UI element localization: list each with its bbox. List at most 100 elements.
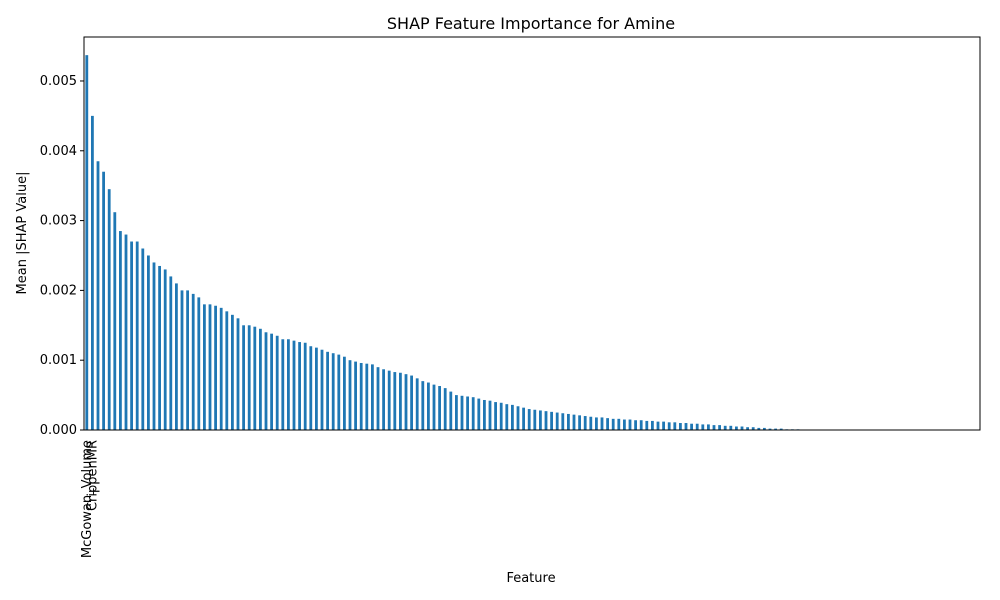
bar: [617, 418, 621, 430]
bar: [107, 189, 111, 430]
x-tick-label: McGowan_Volume: [80, 440, 95, 558]
bar: [511, 404, 514, 430]
bar: [410, 375, 413, 430]
bar: [287, 339, 290, 430]
bar: [701, 424, 705, 430]
bar: [337, 354, 341, 430]
bar: [376, 367, 380, 430]
bar: [236, 318, 240, 430]
bar: [449, 391, 453, 430]
bar: [690, 423, 693, 430]
bar: [124, 234, 128, 430]
y-tick-label: 0.002: [40, 283, 77, 298]
bar: [147, 255, 150, 430]
y-tick-label: 0.001: [40, 353, 77, 368]
bar: [443, 388, 447, 430]
bar: [768, 428, 772, 430]
bar: [561, 413, 565, 430]
y-tick-label: 0.000: [40, 423, 77, 438]
y-tick-label: 0.003: [40, 214, 77, 229]
bar: [320, 349, 324, 430]
bar: [550, 411, 553, 430]
bar: [527, 409, 531, 430]
bar: [130, 241, 133, 430]
bar: [735, 426, 738, 430]
bar: [399, 372, 402, 430]
bar: [488, 400, 492, 430]
bar: [404, 374, 408, 430]
bar: [539, 410, 542, 430]
bar: [466, 396, 469, 430]
bar: [600, 417, 604, 430]
bar: [326, 351, 329, 430]
bar: [432, 384, 436, 430]
chart-title: SHAP Feature Importance for Amine: [387, 14, 675, 33]
bar: [757, 427, 761, 430]
bar: [191, 293, 195, 430]
bar: [382, 369, 385, 430]
bar: [85, 55, 89, 430]
bar: [275, 335, 279, 430]
y-tick-label: 0.005: [40, 74, 77, 89]
bar: [102, 171, 105, 431]
bar: [740, 426, 744, 430]
x-axis-label: Feature: [506, 571, 555, 586]
bar: [555, 412, 559, 430]
bar: [589, 416, 593, 430]
bar: [679, 423, 682, 430]
bar: [96, 161, 100, 430]
bar: [494, 402, 497, 430]
bar: [365, 363, 369, 430]
bar: [572, 414, 576, 430]
y-tick-label: 0.004: [40, 144, 77, 159]
bar: [471, 397, 475, 430]
bar: [477, 398, 481, 430]
bar: [415, 378, 419, 430]
bar: [578, 415, 581, 430]
bar: [667, 422, 671, 430]
bar: [455, 395, 458, 430]
bar: [343, 356, 346, 430]
bar: [135, 241, 139, 430]
bar: [175, 283, 178, 430]
bar: [628, 419, 632, 430]
bar: [208, 304, 212, 430]
bar: [707, 424, 710, 430]
bar: [634, 420, 637, 430]
bar: [421, 381, 425, 430]
bar: [259, 328, 262, 430]
bar: [499, 402, 503, 430]
bar: [673, 422, 677, 430]
bar: [169, 276, 173, 430]
bar: [359, 362, 363, 430]
bar: [387, 370, 391, 430]
bar: [303, 342, 307, 430]
bar: [180, 290, 184, 430]
bar: [253, 326, 257, 430]
bar: [348, 360, 352, 430]
bar: [729, 425, 733, 430]
bar: [645, 420, 649, 430]
bar: [247, 325, 251, 430]
bar: [163, 269, 167, 430]
bar: [639, 420, 643, 430]
bar: [281, 339, 285, 430]
bar: [533, 409, 537, 430]
bar: [522, 407, 525, 430]
bar: [292, 340, 296, 430]
bar: [427, 382, 430, 430]
bar: [651, 420, 654, 430]
bar: [695, 423, 699, 430]
bar: [119, 231, 122, 430]
bar: [505, 404, 509, 430]
bar: [611, 418, 615, 430]
bar: [723, 425, 727, 430]
bar: [214, 305, 217, 430]
plot-frame: [83, 36, 981, 431]
bar: [606, 418, 609, 430]
bar: [623, 419, 626, 430]
bar: [656, 421, 660, 430]
bar: [158, 265, 161, 430]
bar: [774, 428, 777, 430]
